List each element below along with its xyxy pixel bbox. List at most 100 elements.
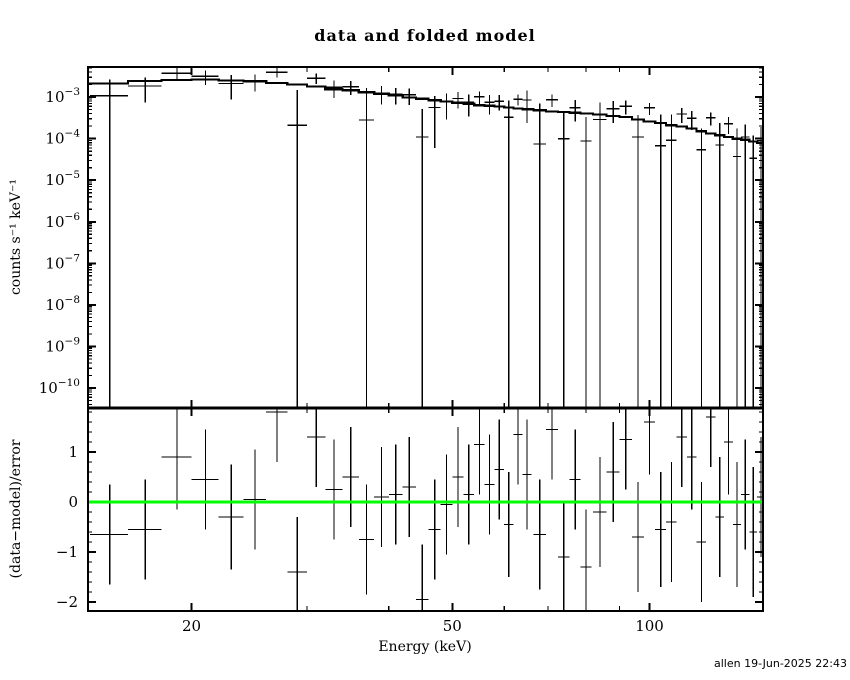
data-point xyxy=(749,135,758,408)
residual-point xyxy=(504,472,514,577)
x-tick-label: 50 xyxy=(443,617,462,635)
data-point xyxy=(306,73,326,85)
data-point xyxy=(643,102,656,116)
tick-labels: 10−3 10−4 10−5 10−6 10−7 10−8 10−9 10−10 1 0 −1 −2 2… xyxy=(39,86,664,635)
residual-point xyxy=(243,449,267,550)
data-point xyxy=(90,79,129,408)
residual-point xyxy=(161,408,192,510)
data-point xyxy=(569,100,581,122)
spectrum-panel-frame xyxy=(87,66,764,409)
data-point xyxy=(706,112,716,126)
residual-point xyxy=(191,429,219,530)
data-point xyxy=(218,75,244,100)
x-axis-title: Energy (keV) xyxy=(378,639,472,655)
residual-points xyxy=(90,408,763,611)
residual-point xyxy=(593,457,607,567)
data-point xyxy=(287,89,307,408)
x-tick-label: 100 xyxy=(635,617,664,635)
residual-point xyxy=(218,464,244,570)
residual-point xyxy=(266,408,288,462)
data-point xyxy=(463,94,475,117)
y-tick-label: 10−10 xyxy=(39,377,80,397)
residual-point xyxy=(741,439,750,550)
residual-point xyxy=(676,408,687,487)
data-point xyxy=(358,88,375,408)
residual-point xyxy=(415,544,429,611)
data-point xyxy=(522,90,532,123)
data-point xyxy=(606,101,620,123)
y-tick-label: 10−7 xyxy=(45,252,80,272)
folded-model-line xyxy=(88,78,763,144)
residual-point xyxy=(388,444,403,545)
y-tick-label: 10−3 xyxy=(45,86,80,106)
residual-point xyxy=(325,439,343,540)
residual-point xyxy=(686,408,697,510)
y-tick-label: 10−9 xyxy=(45,335,80,355)
data-point xyxy=(440,93,453,120)
residual-point xyxy=(732,462,742,587)
residual-point xyxy=(463,444,475,545)
plot-title: data and folded model xyxy=(314,26,536,45)
residual-point xyxy=(440,454,453,555)
residual-point xyxy=(545,408,559,480)
data-point xyxy=(631,115,644,408)
residual-point xyxy=(580,509,592,611)
y-tick-label: 0 xyxy=(68,493,78,511)
residual-point xyxy=(655,472,667,587)
residual-point xyxy=(287,517,307,611)
residual-point xyxy=(696,482,707,602)
residual-point xyxy=(128,479,162,580)
residual-point xyxy=(533,479,546,590)
residual-point xyxy=(522,419,532,530)
data-point xyxy=(452,91,464,109)
residual-point xyxy=(306,408,326,487)
residual-point xyxy=(631,482,644,592)
data-point xyxy=(494,95,505,111)
data-point xyxy=(696,128,707,408)
y-tick-label: 10−8 xyxy=(45,294,80,314)
data-point xyxy=(619,100,632,115)
data-point xyxy=(580,117,592,408)
residual-point xyxy=(484,434,495,535)
residual-point xyxy=(558,502,570,611)
data-point xyxy=(374,85,389,105)
residual-point xyxy=(706,408,716,467)
data-point xyxy=(545,94,559,107)
data-point xyxy=(724,117,733,134)
residual-point xyxy=(428,479,441,580)
residual-point xyxy=(715,457,725,577)
data-point xyxy=(388,87,403,105)
user-date-stamp: allen 19-Jun-2025 22:43 xyxy=(713,657,847,670)
data-point xyxy=(191,70,219,85)
residual-point xyxy=(724,408,733,495)
data-point xyxy=(676,108,687,123)
data-point xyxy=(593,102,607,408)
data-point xyxy=(686,111,697,131)
y-tick-label: 10−6 xyxy=(45,211,80,231)
residual-point xyxy=(643,408,656,475)
data-point xyxy=(558,113,570,408)
residual-point xyxy=(494,419,505,520)
data-point xyxy=(504,100,514,408)
data-point xyxy=(666,114,677,408)
residual-point xyxy=(569,429,581,530)
data-point xyxy=(655,114,667,408)
data-point xyxy=(243,74,267,92)
data-point xyxy=(715,122,725,408)
y-tick-label: 1 xyxy=(68,443,78,461)
residual-point xyxy=(606,422,620,522)
residual-point xyxy=(749,467,758,597)
y-tick-label: −2 xyxy=(56,593,78,611)
data-point xyxy=(428,96,441,148)
data-point xyxy=(513,94,523,106)
y-tick-label: −1 xyxy=(56,543,78,561)
spectrum-data-points xyxy=(90,67,763,408)
x-tick-label: 20 xyxy=(182,617,201,635)
data-point xyxy=(161,67,192,81)
y-tick-label: 10−4 xyxy=(45,128,80,148)
data-point xyxy=(415,108,429,408)
residual-point xyxy=(452,427,464,527)
residual-point xyxy=(513,408,523,485)
